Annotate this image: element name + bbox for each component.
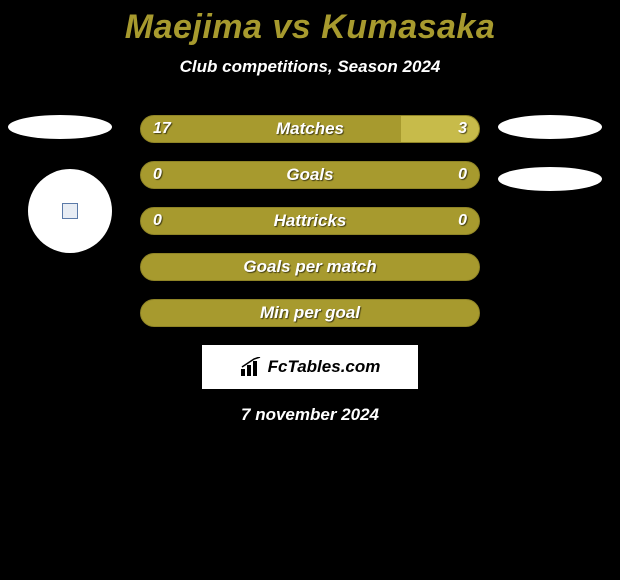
stat-row: 0 0 Hattricks (140, 207, 480, 235)
stats-area: 17 3 Matches 0 0 Goals 0 0 Hattricks Goals per ma… (0, 115, 620, 327)
stat-label: Goals (286, 165, 333, 185)
date-text: 7 november 2024 (0, 405, 620, 425)
player-ellipse (498, 167, 602, 191)
stat-value-right: 0 (458, 166, 467, 184)
stat-value-right: 3 (458, 120, 467, 138)
page-title: Maejima vs Kumasaka (0, 0, 620, 47)
stat-value-right: 0 (458, 212, 467, 230)
stat-row: 0 0 Goals (140, 161, 480, 189)
stat-fill-right (401, 116, 479, 142)
avatar-placeholder-icon (62, 203, 78, 219)
stat-label: Goals per match (243, 257, 376, 277)
chart-icon (240, 357, 262, 377)
brand-text: FcTables.com (268, 357, 381, 377)
player-ellipse (498, 115, 602, 139)
stat-value-left: 0 (153, 166, 162, 184)
brand-logo: FcTables.com (202, 345, 418, 389)
stat-row: Min per goal (140, 299, 480, 327)
stat-label: Matches (276, 119, 344, 139)
stat-row: 17 3 Matches (140, 115, 480, 143)
stat-value-left: 17 (153, 120, 171, 138)
stat-label: Hattricks (274, 211, 347, 231)
player-avatar (28, 169, 112, 253)
subtitle: Club competitions, Season 2024 (0, 57, 620, 77)
stat-label: Min per goal (260, 303, 360, 323)
stat-row: Goals per match (140, 253, 480, 281)
player-ellipse (8, 115, 112, 139)
stat-value-left: 0 (153, 212, 162, 230)
